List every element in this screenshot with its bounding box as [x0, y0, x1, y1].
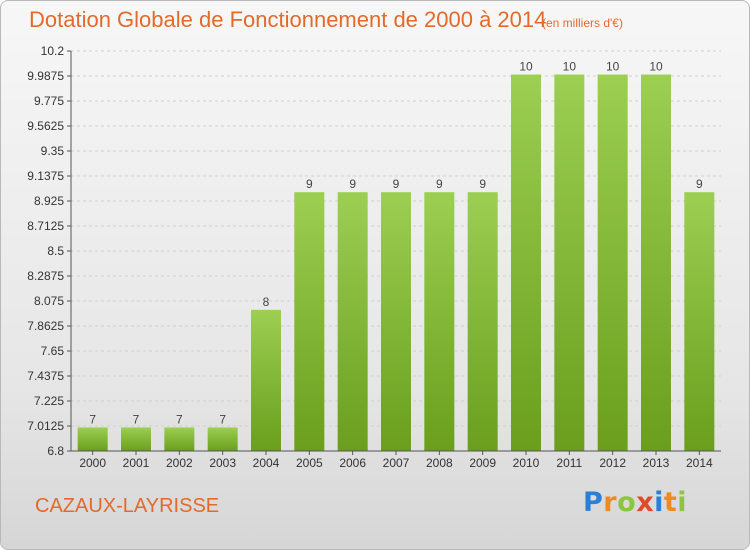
bar-2001: [121, 427, 151, 451]
bar-2003: [207, 427, 238, 451]
x-tick-label: 2013: [643, 456, 670, 470]
data-label: 9: [306, 177, 313, 191]
y-tick-label: 9.9875: [27, 69, 64, 83]
bar-2012: [597, 74, 628, 451]
x-tick-label: 2009: [469, 456, 496, 470]
x-tick-label: 2006: [339, 456, 366, 470]
bar-2005: [294, 192, 325, 452]
y-tick-label: 8.075: [34, 294, 64, 308]
axes: 6.8 7.0125 7.225 7.4375 7.65 7.8625 8.075 8.287…: [27, 44, 721, 470]
data-label: 10: [519, 60, 533, 74]
bar-2002: [164, 427, 195, 451]
data-label: 9: [696, 177, 703, 191]
bar-2006: [337, 192, 368, 452]
bar-2011: [554, 74, 585, 451]
logo-letter: P: [583, 487, 604, 518]
x-tick-label: 2005: [296, 456, 323, 470]
logo-letter: i: [654, 487, 664, 518]
bar-2000: [77, 427, 108, 451]
logo-letter: i: [677, 487, 688, 518]
data-label: 10: [563, 60, 577, 74]
x-tick-label: 2012: [599, 456, 626, 470]
x-tick-label: 2011: [556, 456, 582, 470]
commune-name: CAZAUX-LAYRISSE: [35, 495, 220, 517]
y-tick-label: 7.0125: [27, 419, 64, 433]
x-tick-label: 2003: [209, 456, 236, 470]
x-tick-label: 2000: [79, 456, 106, 470]
y-tick-label: 7.225: [34, 394, 64, 408]
data-label: 7: [219, 412, 226, 426]
chart-unit-note: (en milliers d'€): [542, 16, 623, 30]
x-tick-label: 2002: [166, 456, 193, 470]
y-tick-label: 8.925: [34, 194, 64, 208]
bar-2008: [424, 192, 455, 452]
data-label: 9: [436, 177, 443, 191]
data-label: 7: [89, 412, 96, 426]
data-label: 10: [649, 60, 663, 74]
y-tick-label: 7.8625: [27, 319, 64, 333]
data-label: 9: [349, 177, 356, 191]
x-tick-label: 2014: [686, 456, 713, 470]
bars: [77, 74, 715, 452]
x-tick-label: 2010: [513, 456, 540, 470]
logo-letter: r: [603, 487, 618, 518]
y-tick-label: 9.5625: [27, 119, 64, 133]
y-tick-label: 8.5: [47, 244, 64, 258]
x-tick-label: 2004: [253, 456, 280, 470]
chart-title: Dotation Globale de Fonctionnement de 20…: [29, 7, 547, 32]
y-tick-label: 9.775: [34, 94, 64, 108]
data-label: 7: [133, 412, 140, 426]
x-tick-label: 2007: [383, 456, 410, 470]
y-tick-label: 9.1375: [27, 169, 64, 183]
data-labels: 7 7 7 7 8 9 9 9 9 9 10 10 10 10 9: [89, 60, 703, 427]
x-tick-label: 2001: [123, 456, 150, 470]
logo-letter: o: [617, 487, 637, 518]
y-tick-label: 9.35: [41, 144, 65, 158]
y-tick-label: 7.65: [41, 344, 65, 358]
y-tick-label: 8.7125: [27, 219, 64, 233]
bar-2013: [641, 74, 671, 451]
bar-2010: [511, 74, 541, 451]
y-tick-label: 7.4375: [27, 369, 64, 383]
y-tick-label: 6.8: [47, 444, 64, 458]
y-tick-label: 8.2875: [27, 269, 64, 283]
bar-2004: [251, 309, 281, 451]
x-tick-label: 2008: [426, 456, 453, 470]
data-label: 7: [176, 412, 183, 426]
data-label: 8: [263, 295, 270, 309]
proxiti-logo: Proxiti: [583, 487, 687, 518]
bar-2009: [467, 192, 498, 452]
logo-letter: x: [636, 487, 655, 518]
bar-2007: [381, 192, 411, 452]
y-tick-label: 10.2: [41, 44, 65, 58]
logo-letter: t: [663, 487, 678, 518]
bar-2014: [684, 192, 715, 452]
data-label: 10: [606, 60, 620, 74]
data-label: 9: [479, 177, 486, 191]
data-label: 9: [393, 177, 400, 191]
